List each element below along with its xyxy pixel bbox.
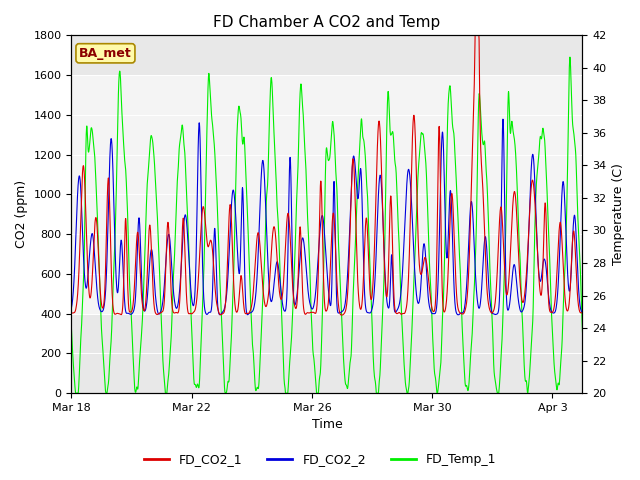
FD_CO2_1 (68, 310, 76, 316)
FD_CO2_2 (171, 301, 179, 307)
FD_CO2_1 (579, 310, 586, 316)
FD_CO2_1 (221, 306, 228, 312)
FD_Temp_1 (172, 234, 179, 240)
FD_CO2_2 (68, 305, 76, 311)
X-axis label: Time: Time (312, 419, 342, 432)
FD_Temp_1 (470, 285, 478, 290)
Y-axis label: Temperature (C): Temperature (C) (612, 163, 625, 265)
FD_CO2_1 (349, 159, 356, 165)
FD_CO2_1 (108, 275, 115, 281)
Text: BA_met: BA_met (79, 47, 132, 60)
FD_CO2_2 (221, 304, 228, 310)
FD_CO2_2 (454, 312, 462, 318)
FD_Temp_1 (349, 312, 356, 317)
FD_CO2_2 (470, 244, 478, 250)
FD_CO2_2 (178, 256, 186, 262)
FD_Temp_1 (579, 329, 586, 335)
FD_CO2_1 (471, 33, 479, 38)
FD_CO2_1 (338, 312, 346, 318)
FD_CO2_2 (579, 310, 586, 315)
Y-axis label: CO2 (ppm): CO2 (ppm) (15, 180, 28, 248)
Title: FD Chamber A CO2 and Temp: FD Chamber A CO2 and Temp (213, 15, 440, 30)
FD_Temp_1 (68, 324, 76, 330)
FD_CO2_1 (171, 310, 179, 316)
FD_Temp_1 (178, 123, 186, 129)
FD_CO2_1 (470, 81, 478, 87)
FD_CO2_2 (108, 137, 115, 143)
Line: FD_CO2_2: FD_CO2_2 (72, 119, 582, 315)
FD_CO2_2 (348, 164, 356, 169)
Line: FD_Temp_1: FD_Temp_1 (72, 57, 582, 393)
Bar (72, 75, 582, 313)
Legend: FD_CO2_1, FD_CO2_2, FD_Temp_1: FD_CO2_1, FD_CO2_2, FD_Temp_1 (139, 448, 501, 471)
FD_Temp_1 (72, 390, 79, 396)
FD_Temp_1 (566, 54, 574, 60)
FD_Temp_1 (221, 390, 229, 396)
FD_CO2_2 (499, 116, 507, 122)
FD_CO2_1 (178, 247, 186, 253)
Line: FD_CO2_1: FD_CO2_1 (72, 36, 582, 315)
FD_Temp_1 (108, 326, 116, 332)
